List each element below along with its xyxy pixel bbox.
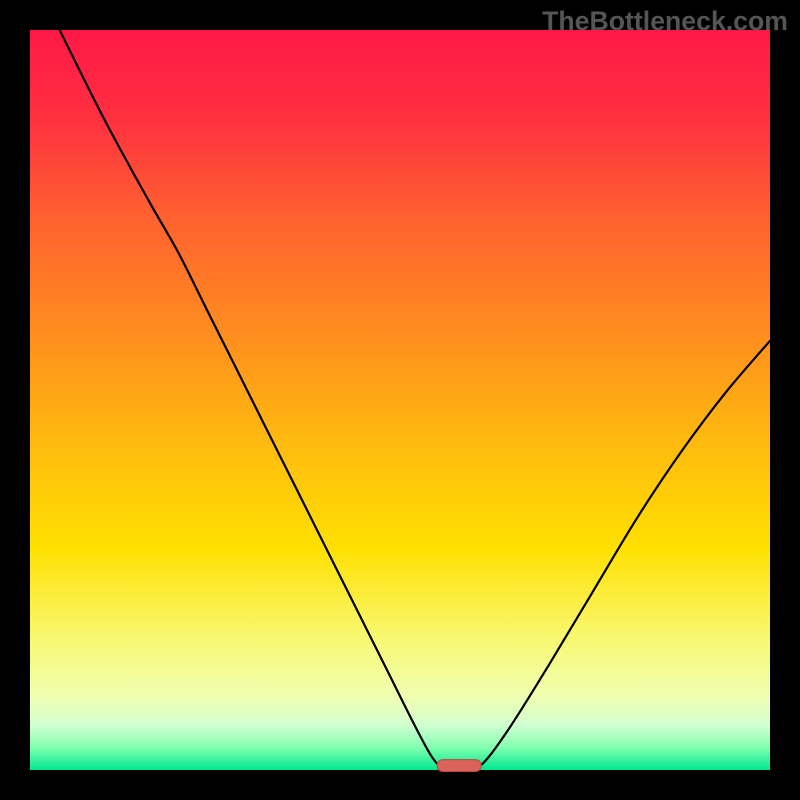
chart-root: TheBottleneck.com <box>0 0 800 800</box>
bottleneck-minimum-marker <box>437 760 481 772</box>
watermark-text: TheBottleneck.com <box>542 6 788 37</box>
bottleneck-chart <box>0 0 800 800</box>
plot-gradient-background <box>30 30 770 770</box>
